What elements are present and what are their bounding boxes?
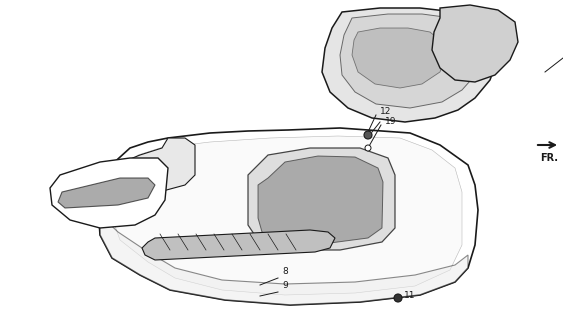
Polygon shape [110,136,462,295]
Text: FR.: FR. [540,153,558,163]
Circle shape [364,131,372,139]
Polygon shape [258,156,383,243]
Polygon shape [340,14,482,108]
Polygon shape [352,28,445,88]
Text: 11: 11 [404,291,415,300]
Text: 19: 19 [385,117,396,126]
Polygon shape [142,230,335,260]
Text: 9: 9 [282,282,288,291]
Polygon shape [105,138,195,200]
Text: 8: 8 [282,268,288,276]
Polygon shape [100,215,468,305]
Circle shape [394,294,402,302]
Polygon shape [322,8,498,122]
Polygon shape [50,158,168,228]
Text: 12: 12 [380,108,391,116]
Polygon shape [98,128,478,305]
Circle shape [365,145,371,151]
Polygon shape [248,148,395,250]
Polygon shape [432,5,518,82]
Polygon shape [58,178,155,208]
